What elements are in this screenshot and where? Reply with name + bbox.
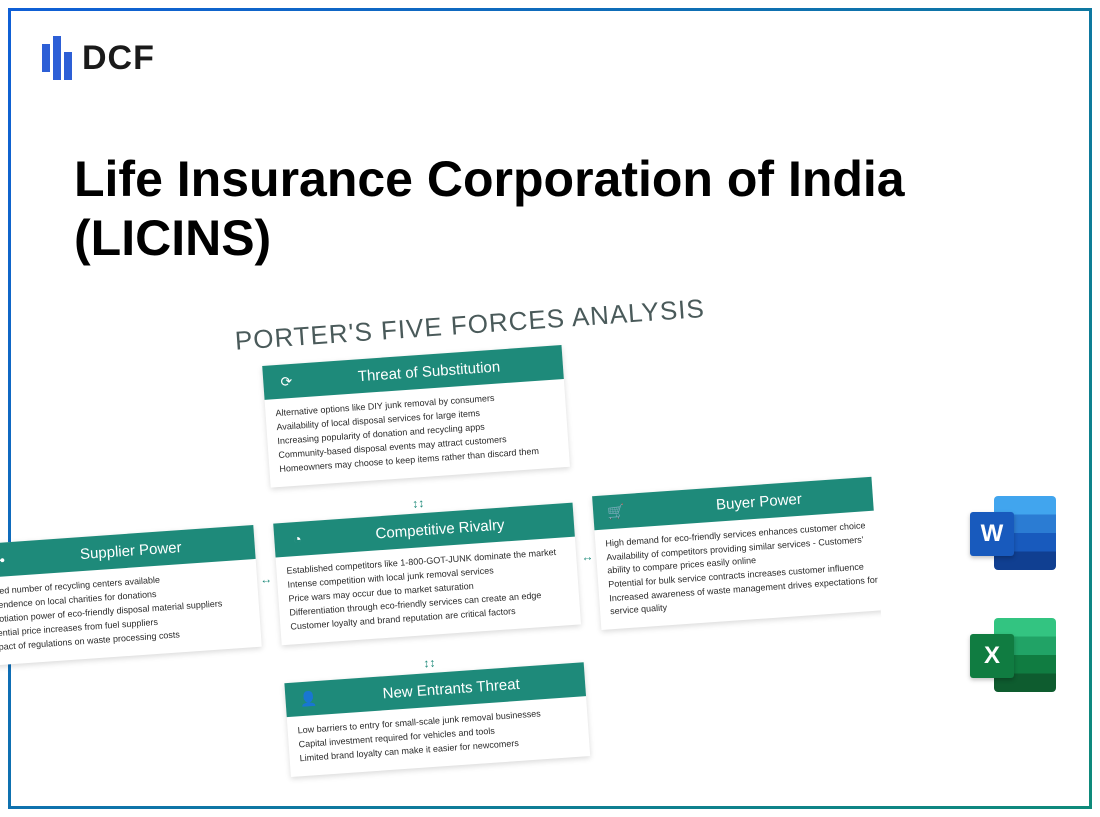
arrow-icon: ↕↕	[423, 656, 436, 671]
card-body: High demand for eco-friendly services en…	[594, 509, 890, 630]
arrow-icon: ↔	[260, 572, 273, 587]
card-new-entrants: 👤 New Entrants Threat Low barriers to en…	[284, 662, 590, 777]
person-icon: 👤	[297, 687, 320, 710]
brand-name: DCF	[82, 39, 155, 78]
card-body: mited number of recycling centers availa…	[0, 559, 262, 667]
word-letter: W	[970, 512, 1014, 556]
arrow-icon: ↔	[581, 549, 594, 564]
excel-icon: X	[970, 612, 1056, 698]
card-rivalry: ◔ Competitive Rivalry Established compet…	[273, 503, 581, 646]
porters-diagram: PORTER'S FIVE FORCES ANALYSIS ⟳ Threat o…	[0, 282, 891, 814]
page-title: Life Insurance Corporation of India (LIC…	[74, 150, 960, 268]
logo-bars-icon	[42, 36, 72, 80]
cart-icon: 🛒	[604, 500, 627, 523]
pie-icon: ◔	[286, 527, 309, 550]
refresh-icon: ⟳	[275, 370, 298, 393]
app-icons: W X	[970, 490, 1056, 698]
link-icon: ⊶	[0, 548, 10, 571]
brand-logo: DCF	[42, 36, 155, 80]
card-substitution: ⟳ Threat of Substitution Alternative opt…	[262, 345, 570, 488]
excel-letter: X	[970, 634, 1014, 678]
card-buyer: 🛒 Buyer Power High demand for eco-friend…	[592, 475, 891, 630]
word-icon: W	[970, 490, 1056, 576]
card-supplier: ⊶ Supplier Power mited number of recycli…	[0, 525, 262, 666]
arrow-icon: ↕↕	[412, 496, 425, 511]
